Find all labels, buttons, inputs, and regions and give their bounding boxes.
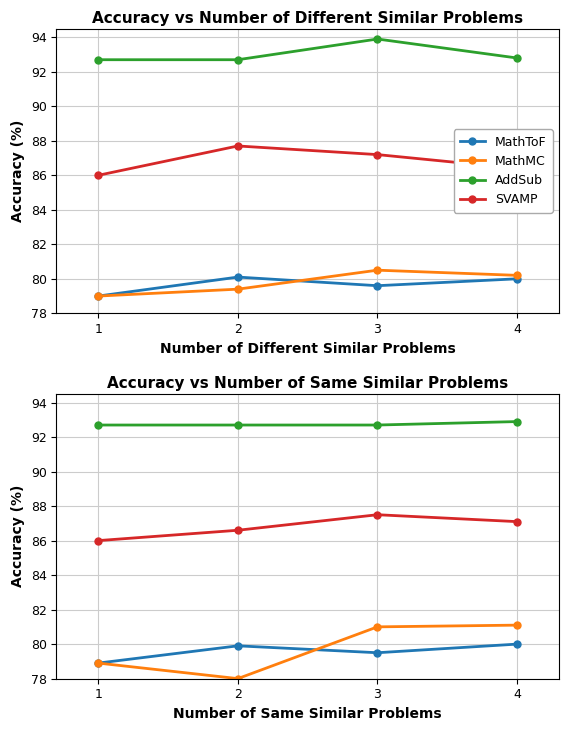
Line: AddSub: AddSub xyxy=(95,418,520,428)
X-axis label: Number of Different Similar Problems: Number of Different Similar Problems xyxy=(160,342,455,356)
MathToF xyxy=(374,281,381,290)
MathToF xyxy=(514,640,520,649)
MathToF xyxy=(95,291,101,300)
AddSub xyxy=(234,421,241,430)
AddSub xyxy=(514,417,520,426)
Line: MathMC: MathMC xyxy=(95,621,520,682)
AddSub xyxy=(374,34,381,43)
X-axis label: Number of Same Similar Problems: Number of Same Similar Problems xyxy=(173,707,442,721)
Y-axis label: Accuracy (%): Accuracy (%) xyxy=(11,120,25,223)
MathToF xyxy=(95,659,101,668)
AddSub xyxy=(374,421,381,430)
MathMC xyxy=(514,271,520,280)
MathMC xyxy=(374,266,381,274)
SVAMP xyxy=(95,537,101,545)
Y-axis label: Accuracy (%): Accuracy (%) xyxy=(11,485,25,588)
SVAMP xyxy=(234,141,241,150)
MathMC xyxy=(95,291,101,300)
SVAMP xyxy=(374,510,381,519)
Line: MathToF: MathToF xyxy=(95,274,520,299)
AddSub xyxy=(95,56,101,64)
SVAMP xyxy=(234,526,241,534)
AddSub xyxy=(514,53,520,62)
Legend: MathToF, MathMC, AddSub, SVAMP: MathToF, MathMC, AddSub, SVAMP xyxy=(454,130,553,212)
MathMC xyxy=(95,659,101,668)
Line: SVAMP: SVAMP xyxy=(95,511,520,544)
Line: AddSub: AddSub xyxy=(95,36,520,63)
AddSub xyxy=(95,421,101,430)
SVAMP xyxy=(514,518,520,526)
SVAMP xyxy=(374,150,381,159)
Line: MathToF: MathToF xyxy=(95,640,520,667)
Title: Accuracy vs Number of Same Similar Problems: Accuracy vs Number of Same Similar Probl… xyxy=(107,376,508,392)
MathMC xyxy=(374,622,381,631)
SVAMP xyxy=(95,171,101,179)
MathMC xyxy=(234,674,241,683)
MathToF xyxy=(374,649,381,657)
MathToF xyxy=(234,641,241,650)
MathToF xyxy=(234,273,241,282)
Line: MathMC: MathMC xyxy=(95,266,520,299)
MathMC xyxy=(234,285,241,294)
SVAMP xyxy=(514,164,520,173)
Title: Accuracy vs Number of Different Similar Problems: Accuracy vs Number of Different Similar … xyxy=(92,11,523,26)
MathMC xyxy=(514,621,520,630)
AddSub xyxy=(234,56,241,64)
Line: SVAMP: SVAMP xyxy=(95,143,520,179)
MathToF xyxy=(514,274,520,283)
